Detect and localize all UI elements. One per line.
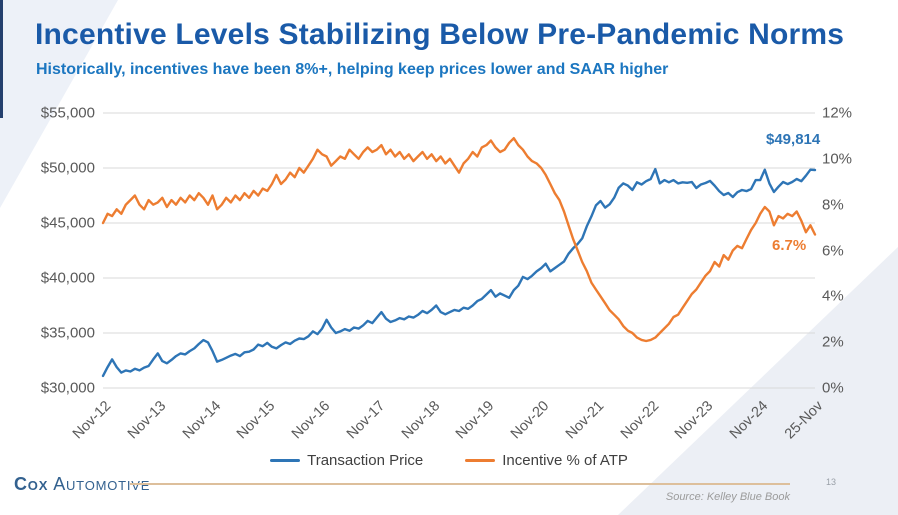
page-number: 13 — [826, 477, 837, 487]
y-axis-right-label: 6% — [822, 242, 844, 259]
y-axis-right-label: 2% — [822, 333, 844, 351]
legend-item-transaction-price: Transaction Price — [270, 452, 423, 469]
incentive-annotation: 6.7% — [772, 237, 807, 254]
transaction-price-line — [101, 167, 817, 378]
y-axis-right-label: 10% — [822, 150, 853, 168]
y-axis-right-label: 8% — [822, 196, 844, 214]
y-axis-left-label: $50,000 — [40, 159, 95, 177]
y-axis-right-label: 0% — [822, 379, 844, 397]
transaction-price-annotation: $49,814 — [766, 131, 821, 148]
footer-divider-line — [130, 483, 790, 485]
slide-title: Incentive Levels Stabilizing Below Pre-P… — [35, 18, 845, 51]
y-axis-left-label: $40,000 — [40, 269, 95, 287]
y-axis-right-label: 12% — [822, 104, 853, 122]
y-axis-left-label: $35,000 — [40, 324, 95, 342]
decor-left-accent-strip — [0, 0, 3, 118]
logo-cox: Cox — [14, 474, 49, 494]
y-axis-left-label: $45,000 — [40, 214, 95, 232]
slide-subtitle: Historically, incentives have been 8%+, … — [36, 61, 669, 78]
source-note: Source: Kelley Blue Book — [665, 491, 790, 503]
legend-label: Transaction Price — [307, 452, 424, 469]
incentive-pct-line — [101, 136, 817, 343]
logo-automotive: Automotive — [53, 474, 151, 494]
y-axis-left-label: $55,000 — [40, 104, 95, 122]
incentive-pct-line-swatch — [465, 459, 496, 462]
y-axis-left-label: $30,000 — [40, 379, 95, 397]
cox-automotive-logo: Cox Automotive — [14, 474, 150, 495]
transaction-price-line-swatch — [270, 459, 301, 462]
y-axis-right-label: 4% — [822, 287, 844, 305]
legend-item-incentive-pct: Incentive % of ATP — [465, 452, 628, 469]
chart-legend: Transaction Price Incentive % of ATP — [0, 452, 898, 469]
legend-label: Incentive % of ATP — [502, 452, 628, 469]
